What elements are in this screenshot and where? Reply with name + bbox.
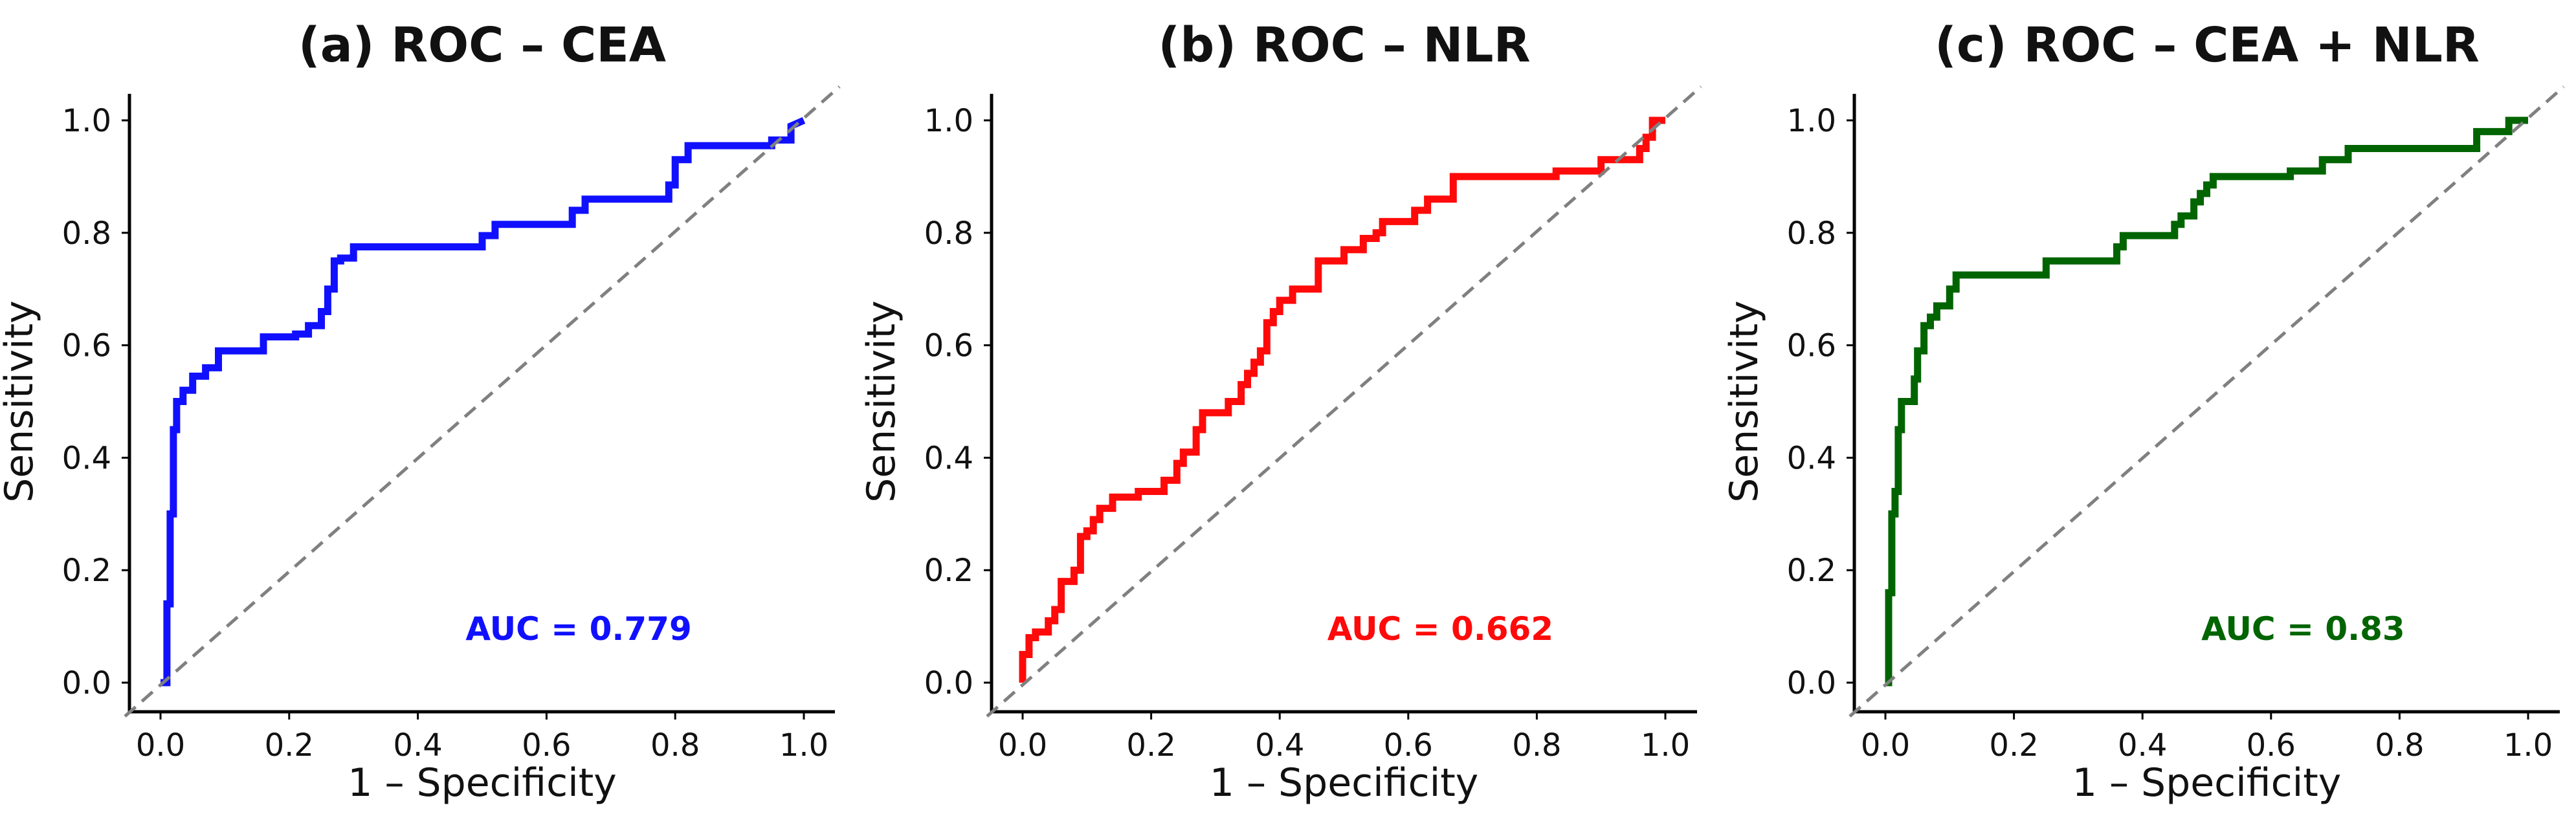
roc-curve-line <box>161 116 806 687</box>
y-tick-label: 0.8 <box>1787 215 1836 252</box>
auc-annotation: AUC = 0.662 <box>1327 610 1553 648</box>
y-axis-label: Sensitivity <box>0 300 42 502</box>
y-tick-label: 0.0 <box>1787 665 1836 701</box>
x-tick-label: 0.2 <box>1989 727 2038 764</box>
y-axis-label: Sensitivity <box>1722 300 1767 502</box>
x-tick-label: 0.0 <box>998 727 1047 764</box>
roc-panel-1: (a) ROC – CEA 0.0 0.2 0.4 0.6 0.8 1.0 0.0 0.2 0.4… <box>0 17 841 806</box>
y-tick-label: 0.2 <box>62 553 111 589</box>
x-tick-label: 0.6 <box>1384 727 1433 764</box>
y-tick-label: 0.0 <box>62 665 111 701</box>
y-tick-label: 0.0 <box>924 665 973 701</box>
chart-title: (a) ROC – CEA <box>298 17 666 73</box>
y-tick-label: 0.4 <box>924 440 973 476</box>
y-tick-label: 0.6 <box>62 328 111 364</box>
roc-panel-2: (b) ROC – NLR 0.0 0.2 0.4 0.6 0.8 1.0 0.0 0.2 0.4… <box>859 17 1702 806</box>
y-tick-label: 0.2 <box>924 553 973 589</box>
y-tick-label: 0.2 <box>1787 553 1836 589</box>
reference-diagonal-line <box>1849 85 2565 718</box>
x-tick-label: 0.4 <box>393 727 442 764</box>
y-tick-label: 1.0 <box>62 103 111 139</box>
x-tick-label: 0.8 <box>1512 727 1561 764</box>
y-tick-label: 0.8 <box>62 215 111 252</box>
roc-curve-line <box>1019 116 1665 683</box>
chart-title: (b) ROC – NLR <box>1158 17 1530 73</box>
x-tick-label: 0.8 <box>2375 727 2424 764</box>
y-tick-label: 1.0 <box>924 103 973 139</box>
x-tick-label: 0.0 <box>1861 727 1910 764</box>
x-axis-label: 1 – Specificity <box>1210 760 1479 806</box>
chart-title: (c) ROC – CEA + NLR <box>1935 17 2480 73</box>
y-tick-label: 0.6 <box>924 328 973 364</box>
y-tick-label: 0.6 <box>1787 328 1836 364</box>
x-axis-label: 1 – Specificity <box>348 760 617 806</box>
x-tick-label: 0.8 <box>650 727 700 764</box>
y-axis-label: Sensitivity <box>859 300 904 502</box>
y-tick-label: 0.8 <box>924 215 973 252</box>
x-tick-label: 0.4 <box>2118 727 2167 764</box>
reference-diagonal-line <box>124 85 841 718</box>
y-tick-label: 1.0 <box>1787 103 1836 139</box>
y-tick-label: 0.4 <box>62 440 111 476</box>
x-tick-label: 1.0 <box>2504 727 2553 764</box>
x-tick-label: 1.0 <box>1641 727 1690 764</box>
x-tick-label: 1.0 <box>779 727 828 764</box>
auc-annotation: AUC = 0.779 <box>465 610 691 648</box>
x-tick-label: 0.6 <box>2247 727 2296 764</box>
x-tick-label: 0.4 <box>1255 727 1304 764</box>
roc-panel-3: (c) ROC – CEA + NLR 0.0 0.2 0.4 0.6 0.8 1.0 0.0… <box>1722 17 2565 806</box>
x-tick-label: 0.2 <box>1126 727 1175 764</box>
x-tick-label: 0.6 <box>522 727 571 764</box>
y-tick-label: 0.4 <box>1787 440 1836 476</box>
roc-curve-line <box>1885 116 2528 687</box>
reference-diagonal-line <box>986 85 1702 718</box>
x-axis-label: 1 – Specificity <box>2072 760 2342 806</box>
x-tick-label: 0.0 <box>136 727 185 764</box>
auc-annotation: AUC = 0.83 <box>2201 610 2405 648</box>
x-tick-label: 0.2 <box>265 727 314 764</box>
